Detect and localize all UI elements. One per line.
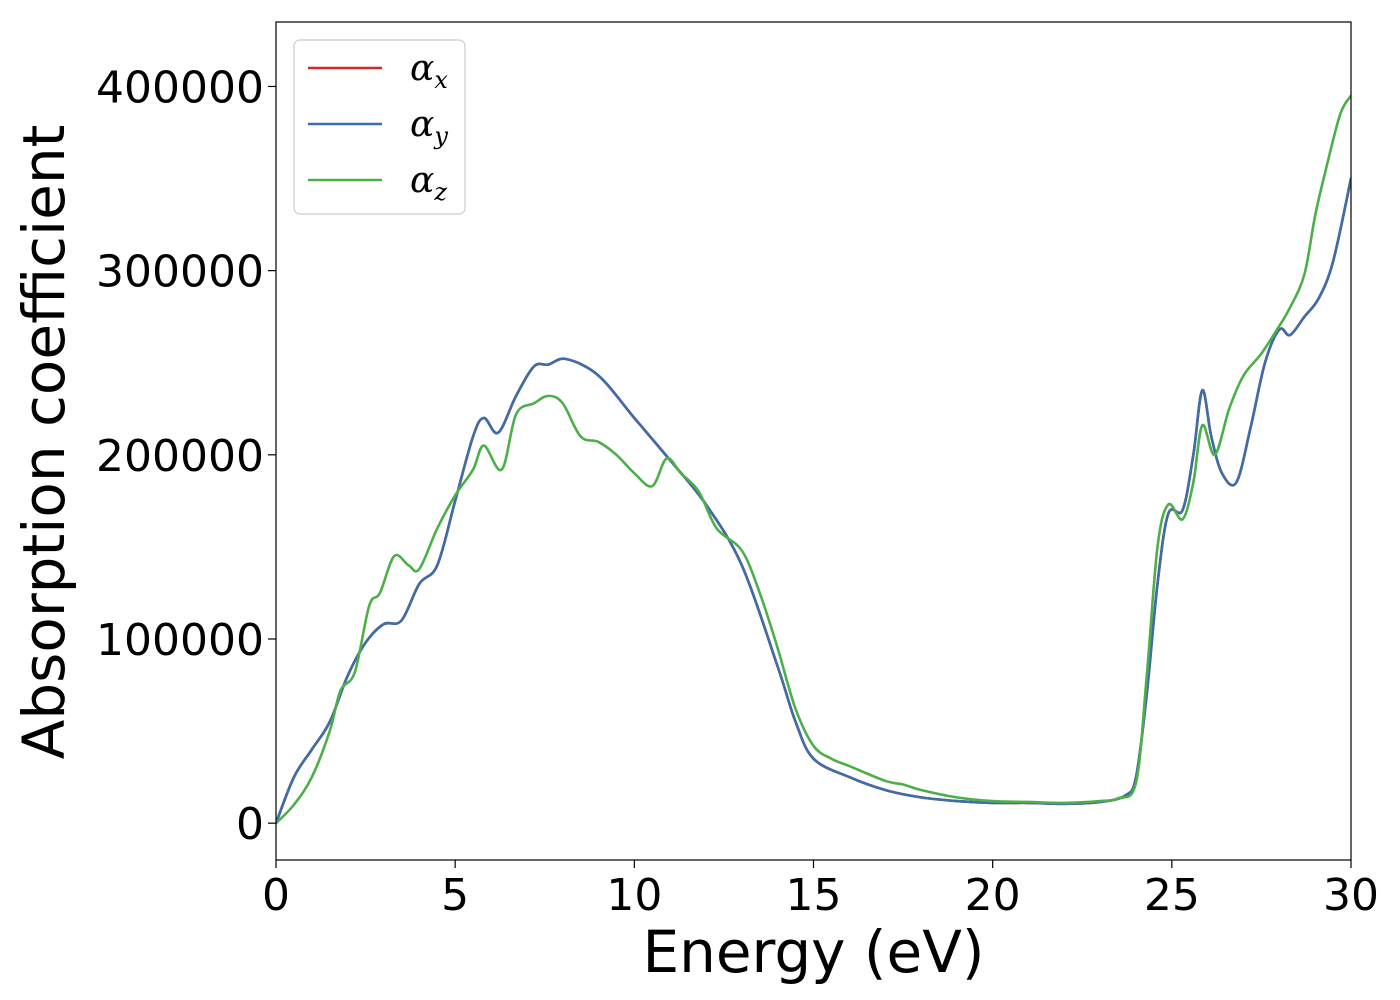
x-tick-label: 0 <box>262 870 290 921</box>
legend-label-y: αy <box>410 104 448 150</box>
series-line-z <box>276 94 1351 825</box>
y-tick-label: 400000 <box>96 62 264 113</box>
series-line-y <box>276 177 1351 825</box>
legend: αx αy αz <box>293 39 466 215</box>
legend-frame <box>293 39 466 215</box>
x-axis-title: Energy (eV) <box>642 918 984 986</box>
y-tick-label: 200000 <box>96 431 264 482</box>
x-tick-label: 10 <box>606 870 662 921</box>
x-tick-label: 5 <box>441 870 469 921</box>
x-tick-label: 30 <box>1323 870 1379 921</box>
y-axis-title: Absorption coefficient <box>10 125 78 760</box>
y-tick-label: 100000 <box>96 615 264 666</box>
x-tick-label: 15 <box>786 870 842 921</box>
x-tick-label: 25 <box>1144 870 1200 921</box>
legend-label-x: αx <box>410 48 448 94</box>
series-layer <box>276 94 1351 825</box>
y-tick-label: 300000 <box>96 247 264 298</box>
legend-label-z: αz <box>410 160 447 206</box>
ticks-layer: 0 5 10 15 20 25 30 0 100000 200000 300000 400000 <box>96 62 1379 921</box>
y-tick-label: 0 <box>236 799 264 850</box>
x-tick-label: 20 <box>965 870 1021 921</box>
